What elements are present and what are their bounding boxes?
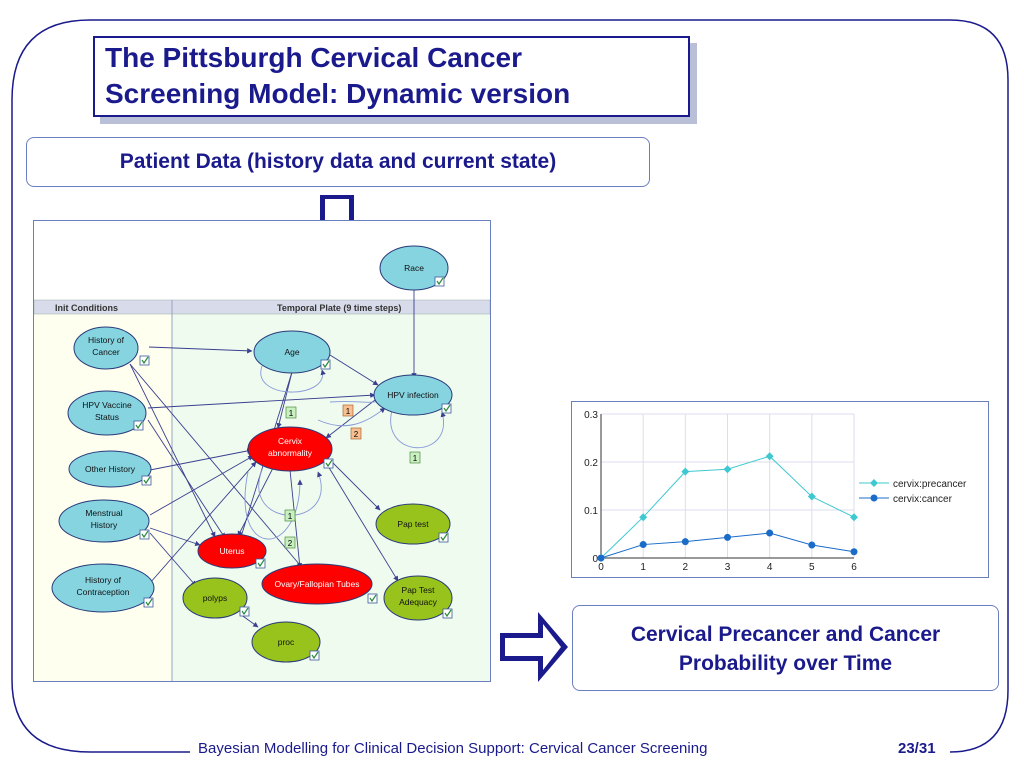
lag-label: 1 (413, 454, 418, 463)
node-polyps: polyps (182, 577, 248, 619)
slide-title: The Pittsburgh Cervical Cancer Screening… (93, 36, 690, 117)
network-edges (129, 284, 417, 628)
title-line-1: The Pittsburgh Cervical Cancer (105, 42, 523, 73)
lag-label: 1 (289, 409, 294, 418)
svg-text:Cervix: Cervix (278, 436, 303, 446)
svg-text:Pap Test: Pap Test (402, 585, 436, 595)
data-point (639, 541, 647, 549)
node-history-of-contraception: History of Contraception (51, 563, 155, 613)
data-point (808, 541, 816, 549)
svg-text:Contraception: Contraception (77, 587, 130, 597)
svg-text:abnormality: abnormality (268, 448, 313, 458)
temporal-plate-header: Temporal Plate (9 time steps) (277, 303, 401, 313)
legend-label: cervix:cancer (893, 494, 953, 505)
lag-label: 1 (346, 407, 351, 416)
node-hpv-vaccine-status: HPV Vaccine Status (67, 390, 147, 436)
svg-text:Cancer: Cancer (92, 347, 120, 357)
node-pap-test: Pap test (375, 503, 451, 545)
data-point (850, 513, 858, 522)
svg-text:Status: Status (95, 412, 119, 422)
data-point (681, 467, 690, 476)
lag-label: 1 (288, 512, 293, 521)
data-point (723, 465, 732, 474)
svg-text:Ovary/Fallopian Tubes: Ovary/Fallopian Tubes (274, 579, 359, 589)
footer-text: Bayesian Modelling for Clinical Decision… (198, 740, 708, 757)
page-number: 23/31 (898, 740, 936, 757)
right-arrow-icon (500, 612, 568, 682)
patient-data-label: Patient Data (history data and current s… (26, 137, 650, 187)
node-history-of-cancer: History of Cancer (73, 326, 139, 370)
node-menstrual-history: Menstrual History (58, 499, 150, 543)
network-svg: Init Conditions Temporal Plate (9 time s… (34, 245, 490, 681)
x-tick-label: 6 (851, 562, 857, 573)
node-cervix-abnormality: Cervix abnormality (247, 426, 333, 472)
data-point (681, 538, 689, 546)
svg-text:History: History (91, 520, 118, 530)
result-line-2: Probability over Time (678, 652, 893, 675)
x-tick-label: 5 (809, 562, 815, 573)
y-tick-label: 0.3 (584, 410, 598, 421)
svg-text:Uterus: Uterus (219, 546, 244, 556)
data-point (639, 513, 648, 522)
svg-text:Adequacy: Adequacy (399, 597, 438, 607)
lag-label: 2 (354, 430, 359, 439)
init-conditions-header: Init Conditions (55, 303, 118, 313)
data-point (597, 554, 605, 562)
lag-label: 2 (288, 539, 293, 548)
svg-text:HPV infection: HPV infection (387, 390, 439, 400)
temporal-plate-area (172, 301, 490, 681)
network-diagram: Init Conditions Temporal Plate (9 time s… (33, 220, 491, 682)
svg-text:Menstrual: Menstrual (85, 508, 122, 518)
legend-label: cervix:precancer (893, 479, 967, 490)
data-point (765, 452, 774, 461)
node-uterus: Uterus (197, 533, 267, 569)
node-proc: proc (251, 621, 321, 663)
probability-chart: 0 1 2 3 4 5 6 0 0.1 0.2 0.3 cervix:precancer cervix:… (571, 401, 989, 578)
data-point (850, 548, 858, 556)
data-point (766, 529, 774, 537)
result-line-1: Cervical Precancer and Cancer (630, 623, 941, 646)
x-tick-label: 4 (767, 562, 773, 573)
svg-text:proc: proc (278, 637, 295, 647)
node-hpv-infection: HPV infection (373, 374, 453, 416)
y-tick-label: 0.1 (584, 506, 598, 517)
data-point (724, 533, 731, 541)
x-tick-label: 2 (683, 562, 689, 573)
svg-text:History of: History of (88, 335, 125, 345)
svg-text:Race: Race (404, 263, 424, 273)
svg-text:Pap test: Pap test (397, 519, 429, 529)
y-tick-label: 0.2 (584, 458, 598, 469)
data-point (807, 492, 816, 501)
svg-text:Age: Age (284, 347, 299, 357)
node-age: Age (253, 330, 331, 374)
chart-svg: 0 1 2 3 4 5 6 0 0.1 0.2 0.3 cervix:precancer cervix:… (584, 410, 967, 573)
node-race: Race (379, 245, 449, 291)
svg-text:polyps: polyps (203, 593, 228, 603)
x-tick-label: 1 (640, 562, 646, 573)
node-pap-test-adequacy: Pap Test Adequacy (383, 575, 453, 621)
result-label: Cervical Precancer and Cancer Probabilit… (572, 605, 999, 691)
x-tick-label: 0 (598, 562, 604, 573)
legend-marker (870, 494, 878, 502)
node-other-history: Other History (68, 450, 152, 488)
svg-text:HPV Vaccine: HPV Vaccine (82, 400, 132, 410)
svg-text:History of: History of (85, 575, 122, 585)
x-tick-label: 3 (725, 562, 731, 573)
check-icon (133, 276, 453, 661)
svg-text:Other History: Other History (85, 464, 136, 474)
legend-marker (870, 479, 878, 487)
title-line-2: Screening Model: Dynamic version (105, 78, 571, 109)
y-tick-label: 0 (592, 554, 598, 565)
node-ovary-fallopian-tubes: Ovary/Fallopian Tubes (261, 563, 373, 605)
